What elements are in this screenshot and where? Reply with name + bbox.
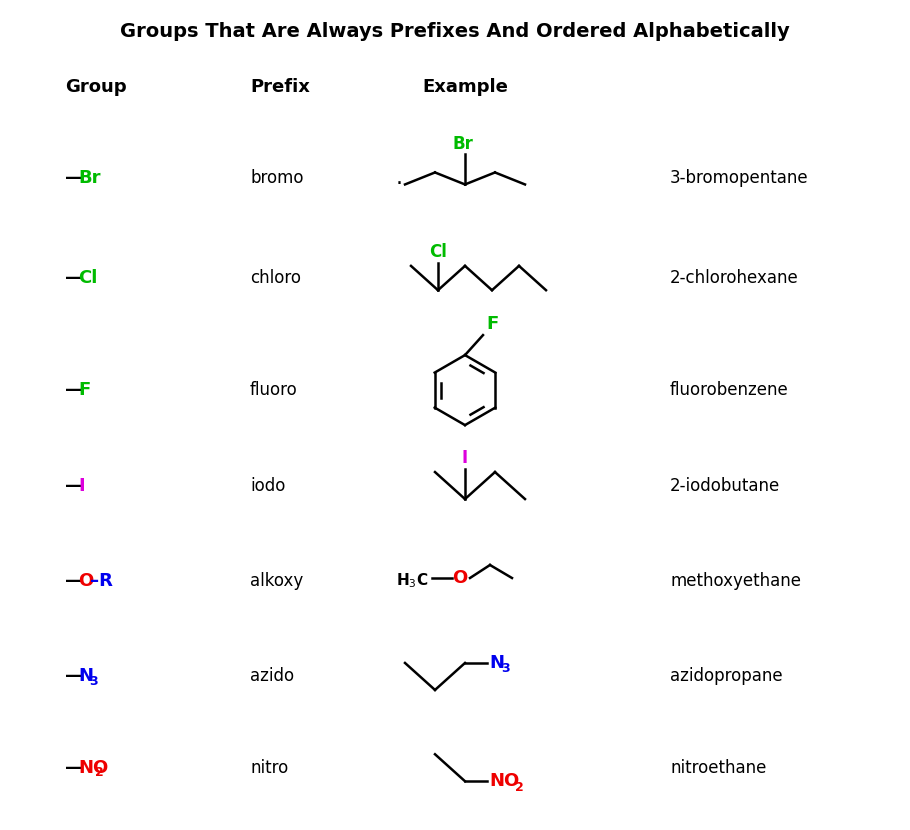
Text: 2: 2: [515, 781, 524, 793]
Text: N: N: [78, 667, 93, 686]
Text: F: F: [486, 315, 499, 333]
Text: nitroethane: nitroethane: [670, 759, 766, 777]
Text: 2-chlorohexane: 2-chlorohexane: [670, 269, 799, 287]
Text: H$_3$C: H$_3$C: [396, 572, 429, 590]
Text: Groups That Are Always Prefixes And Ordered Alphabetically: Groups That Are Always Prefixes And Orde…: [120, 22, 790, 41]
Text: azidopropane: azidopropane: [670, 667, 783, 686]
Text: nitro: nitro: [250, 759, 288, 777]
Text: 3-bromopentane: 3-bromopentane: [670, 169, 809, 188]
Text: ·: ·: [396, 174, 402, 194]
Text: —: —: [65, 572, 83, 590]
Text: Example: Example: [422, 78, 508, 96]
Text: fluorobenzene: fluorobenzene: [670, 381, 789, 399]
Text: —: —: [65, 381, 83, 399]
Text: Br: Br: [78, 169, 100, 188]
Text: 2-iodobutane: 2-iodobutane: [670, 476, 780, 495]
Text: iodo: iodo: [250, 476, 286, 495]
Text: NO: NO: [489, 772, 520, 790]
Text: —: —: [65, 476, 83, 495]
Text: I: I: [78, 476, 85, 495]
Text: O: O: [452, 569, 468, 587]
Text: —: —: [65, 269, 83, 287]
Text: N: N: [489, 654, 504, 672]
Text: alkoxy: alkoxy: [250, 572, 303, 590]
Text: 2: 2: [95, 766, 104, 779]
Text: 3: 3: [89, 675, 97, 688]
Text: Br: Br: [452, 135, 473, 153]
Text: Group: Group: [65, 78, 126, 96]
Text: chloro: chloro: [250, 269, 301, 287]
Text: 3: 3: [501, 662, 510, 676]
Text: azido: azido: [250, 667, 294, 686]
Text: bromo: bromo: [250, 169, 304, 188]
Text: —: —: [65, 759, 83, 777]
Text: —: —: [65, 667, 83, 686]
Text: F: F: [78, 381, 90, 399]
Text: –R: –R: [90, 572, 113, 590]
Text: O: O: [78, 572, 93, 590]
Text: I: I: [462, 449, 468, 466]
Text: Prefix: Prefix: [250, 78, 310, 96]
Text: NO: NO: [78, 759, 108, 777]
Text: Cl: Cl: [78, 269, 97, 287]
Text: Cl: Cl: [429, 243, 447, 261]
Text: fluoro: fluoro: [250, 381, 298, 399]
Text: methoxyethane: methoxyethane: [670, 572, 801, 590]
Text: —: —: [65, 169, 83, 188]
